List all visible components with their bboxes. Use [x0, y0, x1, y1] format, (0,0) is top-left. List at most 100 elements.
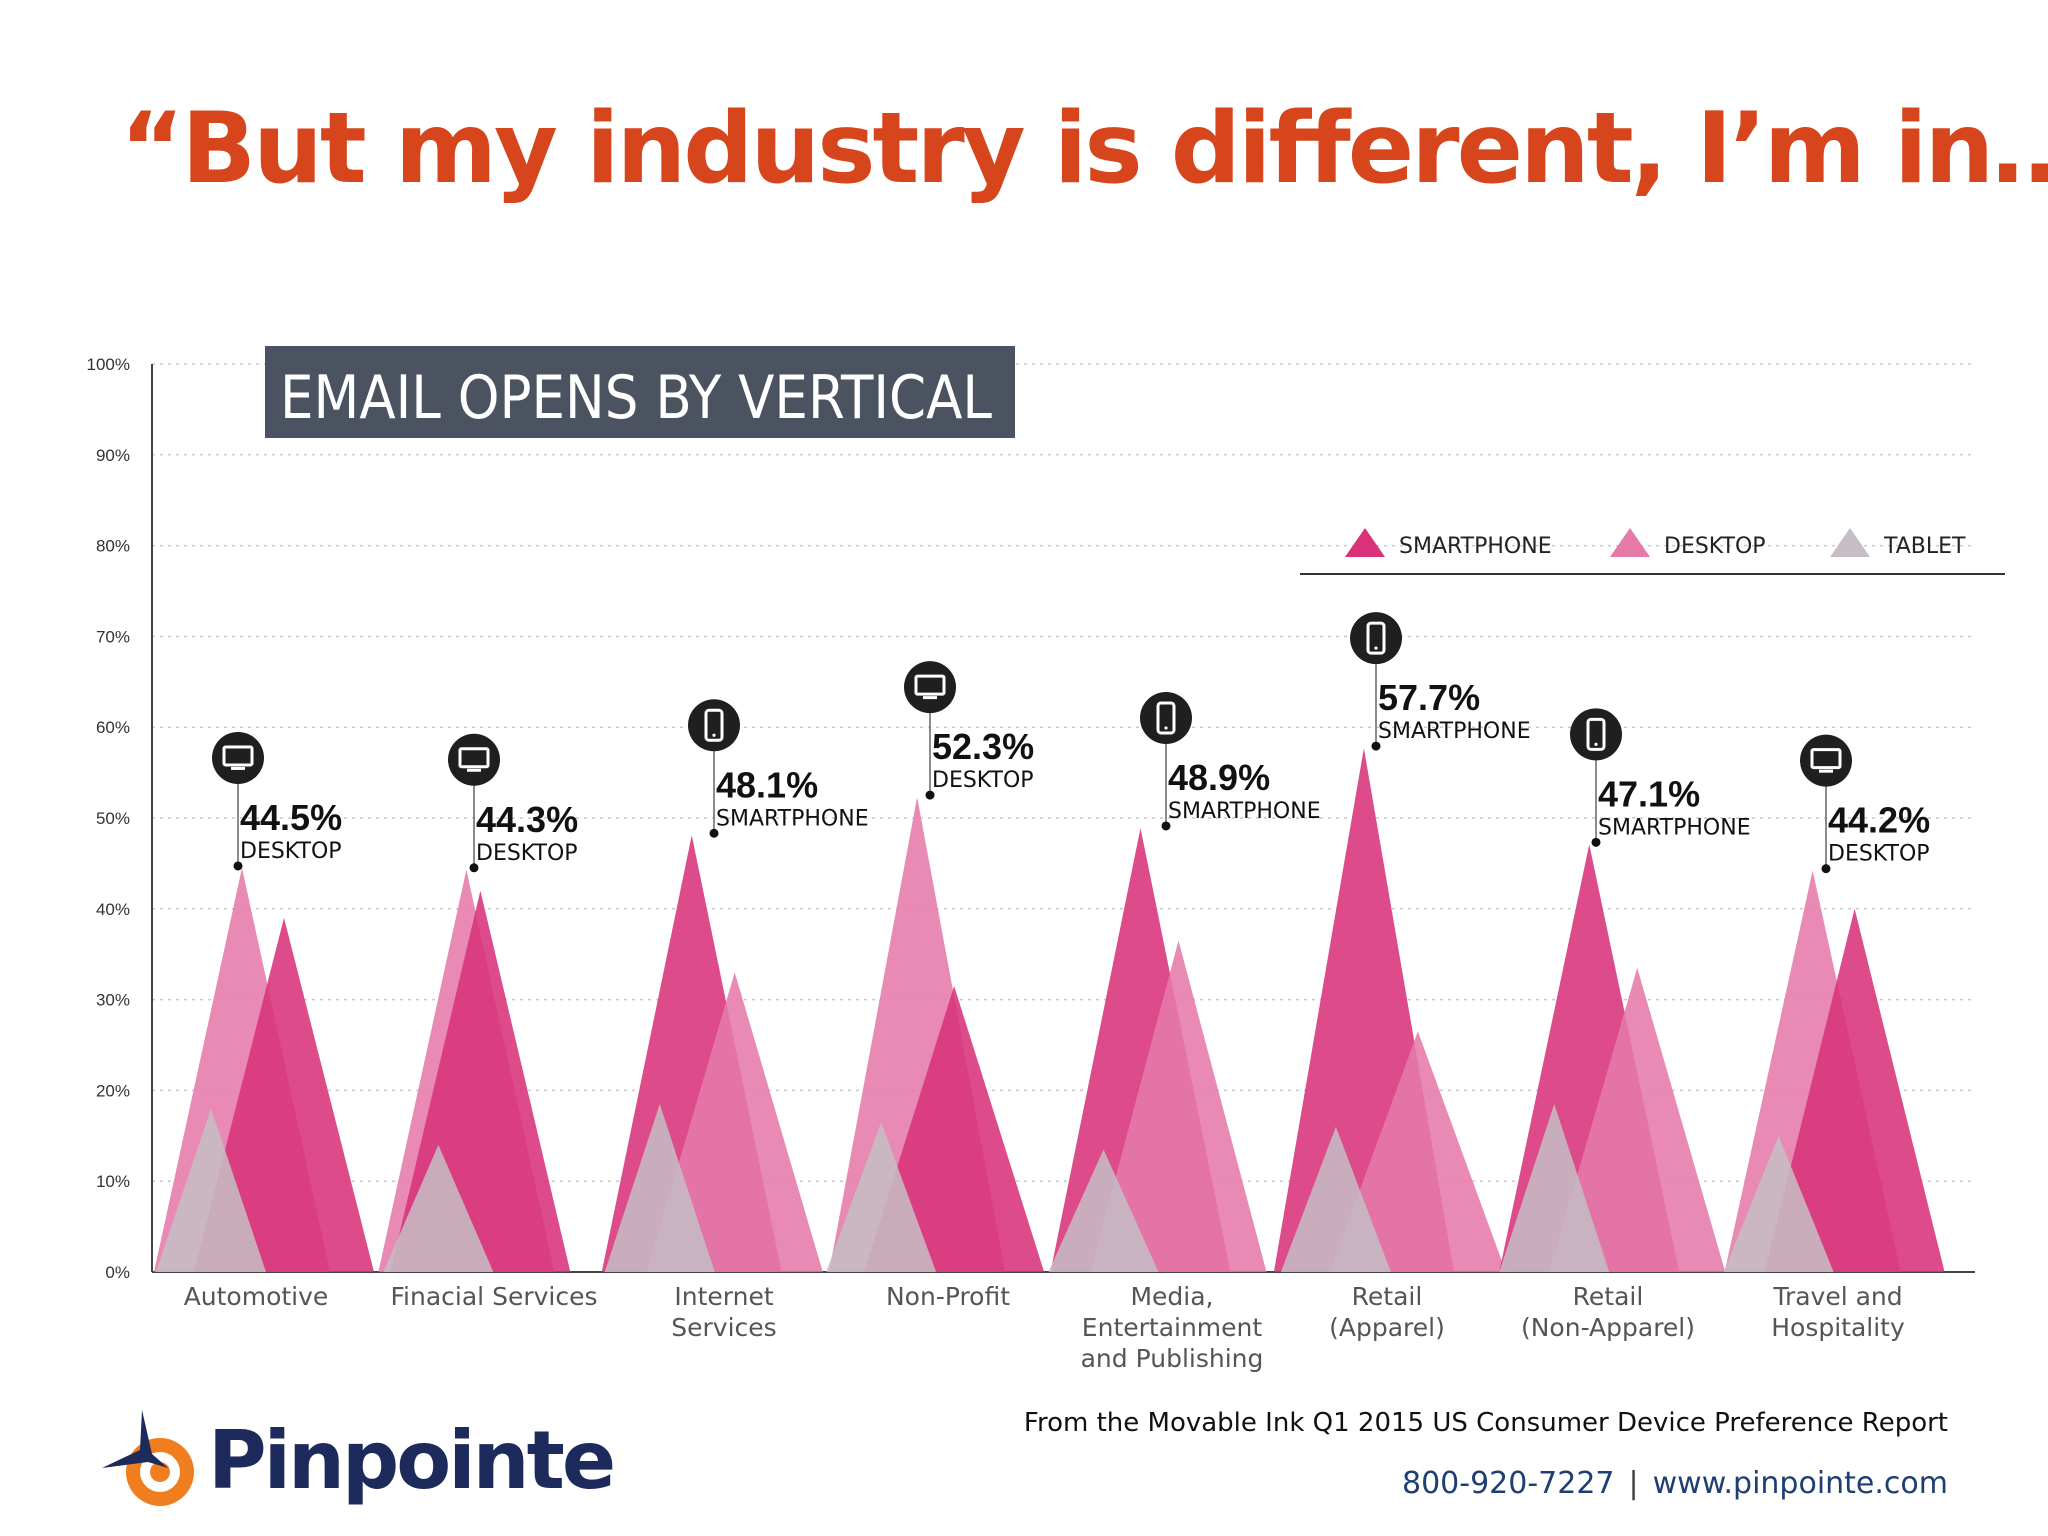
callout-value: 57.7%: [1378, 677, 1480, 718]
logo-wordmark: Pinpointe: [208, 1414, 616, 1507]
category-label-line: Retail: [1573, 1282, 1644, 1311]
callout-value: 47.1%: [1598, 773, 1700, 814]
callout-dot: [1591, 837, 1601, 847]
website-link[interactable]: www.pinpointe.com: [1652, 1466, 1948, 1501]
callout-device: DESKTOP: [240, 839, 342, 864]
monitor-screen: [458, 747, 490, 769]
icon-badge: [1350, 612, 1402, 665]
legend-swatch-tablet: [1830, 528, 1870, 557]
source-note: From the Movable Ink Q1 2015 US Consumer…: [1023, 1408, 1948, 1438]
phone-number: 800-920-7227: [1402, 1466, 1615, 1501]
category-label: Media, Entertainment and Publishing: [1081, 1282, 1264, 1373]
y-tick-label: 40%: [96, 900, 130, 919]
series-triangles: [154, 748, 1945, 1272]
pinpointe-logo: Pinpointe: [100, 1410, 616, 1520]
category-label-line: Entertainment: [1082, 1313, 1263, 1342]
category-label: Automotive: [184, 1282, 329, 1311]
category-label-line: Retail: [1352, 1282, 1423, 1311]
category-labels: Automotive Finacial Services Internet Servi…: [184, 1282, 1905, 1373]
icon-badge: [1570, 708, 1622, 761]
smartphone-icon: [1350, 612, 1402, 665]
category-label-line: Media,: [1130, 1282, 1213, 1311]
callout-value: 48.1%: [716, 764, 818, 805]
callout-dot: [709, 828, 719, 838]
y-tick-label: 20%: [96, 1081, 130, 1100]
triangle-smartphone: [1764, 908, 1945, 1272]
y-tick-label: 100%: [87, 355, 130, 374]
callout-dot: [1821, 864, 1831, 874]
legend-label-desktop: DESKTOP: [1664, 534, 1766, 559]
monitor-screen: [222, 745, 254, 767]
triangle-desktop: [646, 972, 823, 1272]
chart-title-background: [265, 346, 1015, 438]
triangle-tablet: [826, 1122, 937, 1272]
callout-value: 52.3%: [932, 726, 1034, 767]
triangle-tablet: [383, 1144, 494, 1272]
phone-button: [1594, 742, 1598, 746]
triangle-tablet: [1280, 1126, 1391, 1272]
icon-badge: [212, 731, 264, 784]
category-label: Retail (Apparel): [1329, 1282, 1445, 1342]
triangle-smartphone: [194, 917, 374, 1272]
logo-star: [102, 1410, 168, 1468]
monitor-stand: [1819, 769, 1833, 773]
category-label: Travel and Hospitality: [1771, 1282, 1905, 1342]
monitor-stand: [231, 766, 245, 770]
monitor-screen: [1810, 748, 1842, 770]
smartphone-icon: [1140, 691, 1192, 744]
monitor-stand: [923, 696, 937, 700]
category-label-line: Non-Profit: [886, 1282, 1010, 1311]
callout-device: SMARTPHONE: [716, 806, 869, 831]
phone-body: [704, 708, 724, 742]
callouts: 44.5%DESKTOP44.3%DESKTOP48.1%SMARTPHONE5…: [212, 612, 1930, 874]
contact-separator: |: [1628, 1466, 1639, 1501]
y-tick-label: 60%: [96, 718, 130, 737]
triangle-tablet: [1048, 1149, 1159, 1272]
callout-device: DESKTOP: [932, 768, 1034, 793]
callout-value: 44.2%: [1828, 800, 1930, 841]
category-label-line: (Non-Apparel): [1521, 1313, 1695, 1342]
triangle-tablet: [1723, 1135, 1834, 1272]
phone-button: [1374, 646, 1378, 650]
y-tick-label: 50%: [96, 809, 130, 828]
category-label: Internet Services: [671, 1282, 776, 1342]
icon-badge: [904, 661, 956, 714]
triangle-desktop: [1549, 967, 1726, 1272]
triangle-desktop: [1090, 940, 1267, 1272]
legend-swatch-smartphone: [1345, 528, 1385, 557]
smartphone-icon: [688, 699, 740, 752]
contact-line: 800-920-7227 | www.pinpointe.com: [1402, 1466, 1948, 1501]
category-label-line: and Publishing: [1081, 1344, 1264, 1373]
desktop-icon: [448, 733, 500, 786]
category-label-line: Automotive: [184, 1282, 329, 1311]
icon-badge: [1140, 691, 1192, 744]
category-label-line: Travel and: [1772, 1282, 1902, 1311]
callout-dot: [1161, 821, 1171, 831]
icon-badge: [448, 733, 500, 786]
chart-title-box: EMAIL OPENS BY VERTICAL: [265, 346, 1015, 438]
triangle-tablet: [156, 1108, 266, 1272]
callout-value: 48.9%: [1168, 757, 1270, 798]
phone-button: [1164, 726, 1168, 730]
callout-device: DESKTOP: [1828, 842, 1930, 867]
category-label: Non-Profit: [886, 1282, 1010, 1311]
monitor-stand: [467, 768, 481, 772]
pinpointe-logo-mark: [102, 1410, 194, 1506]
y-tick-label: 0%: [105, 1263, 130, 1282]
category-label-line: Services: [671, 1313, 776, 1342]
y-tick-label: 10%: [96, 1172, 130, 1191]
icon-badge: [688, 699, 740, 752]
category-label: Retail (Non-Apparel): [1521, 1282, 1695, 1342]
phone-body: [1156, 701, 1176, 735]
callout-value: 44.3%: [476, 799, 578, 840]
category-label-line: Finacial Services: [391, 1282, 598, 1311]
category-label-line: (Apparel): [1329, 1313, 1445, 1342]
callout-device: SMARTPHONE: [1378, 719, 1531, 744]
category-label-line: Hospitality: [1771, 1313, 1905, 1342]
desktop-icon: [1800, 734, 1852, 787]
callout-dot: [1371, 741, 1381, 751]
y-tick-label: 80%: [96, 537, 130, 556]
triangle-tablet: [1499, 1104, 1610, 1272]
phone-body: [1586, 717, 1606, 751]
